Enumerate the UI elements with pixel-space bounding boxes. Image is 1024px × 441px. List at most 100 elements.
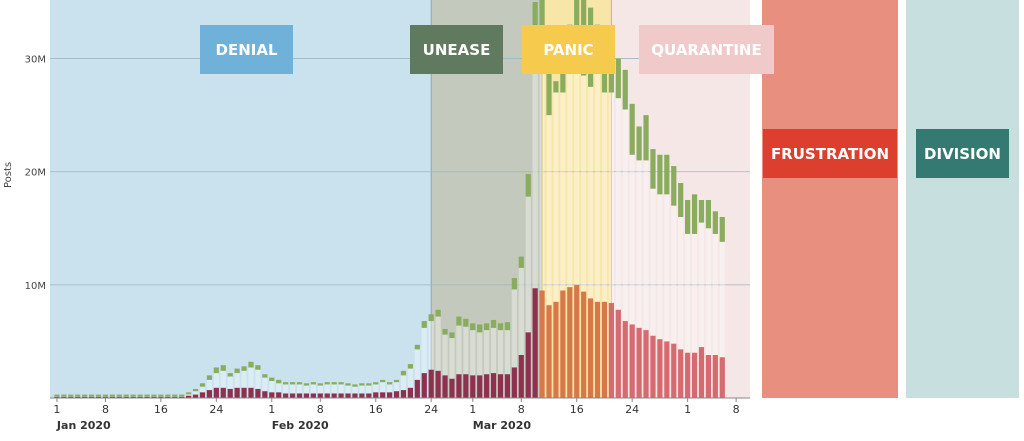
posts-column xyxy=(255,369,261,398)
x-month-label: Mar 2020 xyxy=(473,419,532,432)
posts-column xyxy=(213,373,219,398)
posts-range-bar xyxy=(678,183,684,217)
x-tick-label: 1 xyxy=(53,403,60,416)
posts-column xyxy=(463,326,469,398)
posts-column xyxy=(206,379,213,398)
posts-range-bar xyxy=(248,361,254,368)
posts-column xyxy=(359,385,365,398)
engagement-bar xyxy=(400,390,407,398)
engagement-bar xyxy=(622,321,628,398)
posts-range-bar xyxy=(192,388,199,392)
engagement-bar xyxy=(497,374,504,398)
posts-column xyxy=(421,327,427,398)
posts-column xyxy=(331,384,337,398)
posts-range-bar xyxy=(511,278,517,290)
posts-column xyxy=(518,267,524,398)
posts-range-bar xyxy=(477,324,483,333)
posts-range-bar xyxy=(338,382,344,385)
posts-range-bar xyxy=(359,383,365,386)
posts-column xyxy=(553,92,559,398)
x-tick-label: 24 xyxy=(625,403,639,416)
posts-range-bar xyxy=(449,332,455,339)
posts-range-bar xyxy=(130,394,136,397)
posts-range-bar xyxy=(283,382,289,385)
posts-column xyxy=(705,228,712,398)
posts-column xyxy=(220,370,226,398)
posts-column xyxy=(387,384,393,398)
engagement-bar xyxy=(643,330,649,398)
engagement-bar xyxy=(359,393,365,398)
posts-range-bar xyxy=(518,256,524,268)
engagement-bar xyxy=(373,392,379,398)
engagement-bar xyxy=(601,301,608,398)
engagement-bar xyxy=(698,347,705,398)
engagement-bar xyxy=(88,396,95,398)
posts-range-bar xyxy=(629,103,635,155)
posts-range-bar xyxy=(262,374,268,378)
posts-range-bar xyxy=(234,368,240,374)
posts-column xyxy=(283,384,289,398)
phase-label-panic: PANIC xyxy=(522,25,615,74)
posts-column xyxy=(276,383,282,398)
posts-column xyxy=(414,349,420,398)
engagement-bar xyxy=(671,343,677,398)
engagement-bar xyxy=(518,355,524,398)
posts-column xyxy=(317,385,323,398)
posts-range-bar xyxy=(525,173,531,197)
engagement-bar xyxy=(366,393,372,398)
posts-column xyxy=(691,233,698,398)
posts-range-bar xyxy=(650,149,656,189)
posts-range-bar xyxy=(220,365,226,371)
posts-column xyxy=(698,222,705,398)
engagement-bar xyxy=(629,324,635,398)
posts-range-bar xyxy=(636,126,642,161)
posts-range-bar xyxy=(664,154,670,195)
x-month-label: Jan 2020 xyxy=(56,419,111,432)
posts-column xyxy=(456,325,462,398)
frustration-panel xyxy=(762,0,898,398)
engagement-bar xyxy=(151,396,157,398)
posts-column xyxy=(324,384,330,398)
engagement-bar xyxy=(95,396,102,398)
posts-column xyxy=(560,92,566,398)
posts-range-bar xyxy=(199,383,206,387)
posts-range-bar xyxy=(373,382,379,385)
posts-column xyxy=(289,384,296,398)
posts-range-bar xyxy=(698,200,705,223)
posts-range-bar xyxy=(435,309,441,317)
engagement-bar xyxy=(276,392,282,398)
x-tick-label: 24 xyxy=(424,403,438,416)
phase-label-denial: DENIAL xyxy=(200,25,293,74)
posts-range-bar xyxy=(671,166,677,206)
posts-range-bar xyxy=(186,392,192,395)
posts-column xyxy=(241,370,247,398)
engagement-bar xyxy=(407,387,413,398)
posts-range-bar xyxy=(179,394,185,397)
posts-column xyxy=(400,375,407,398)
posts-range-bar xyxy=(414,344,420,350)
y-axis-label: Posts xyxy=(3,161,14,188)
engagement-bar xyxy=(380,392,386,398)
engagement-bar xyxy=(116,396,122,398)
posts-range-bar xyxy=(324,382,330,385)
posts-column xyxy=(546,115,552,399)
posts-column xyxy=(671,205,677,398)
engagement-bar xyxy=(608,302,614,398)
x-tick-label: 1 xyxy=(268,403,275,416)
posts-range-bar xyxy=(484,323,490,331)
engagement-bar xyxy=(75,396,81,398)
engagement-bar xyxy=(289,393,296,398)
posts-range-bar xyxy=(352,384,358,387)
engagement-bar xyxy=(574,284,580,398)
posts-column xyxy=(380,382,386,398)
posts-column xyxy=(650,188,656,398)
posts-range-bar xyxy=(463,318,469,327)
posts-range-bar xyxy=(61,394,67,397)
posts-range-bar xyxy=(289,382,296,385)
engagement-bar xyxy=(144,396,150,398)
engagement-bar xyxy=(553,301,559,398)
phase-label-unease: UNEASE xyxy=(410,25,503,74)
engagement-bar xyxy=(137,396,143,398)
engagement-bar xyxy=(525,332,531,398)
x-tick-label: 1 xyxy=(469,403,476,416)
